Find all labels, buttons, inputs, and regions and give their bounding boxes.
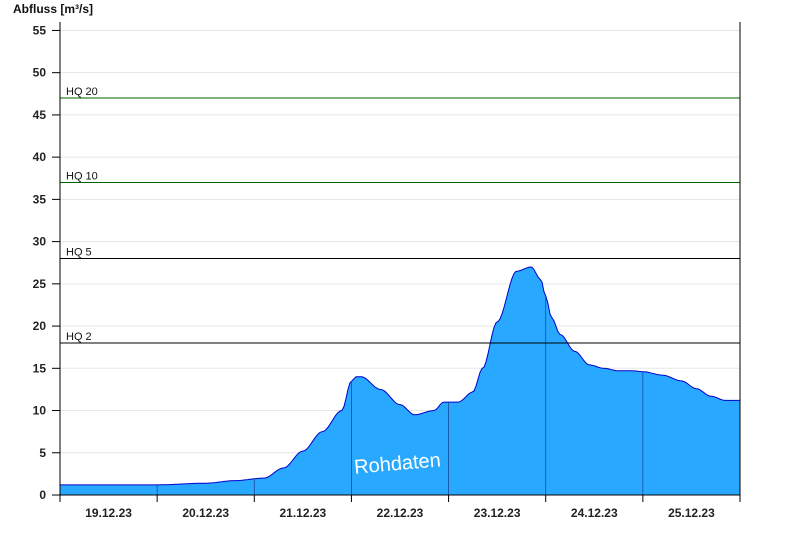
x-tick-label-1: 20.12.23 (182, 506, 229, 520)
threshold-label-3: HQ 20 (66, 86, 98, 98)
x-tick-label-0: 19.12.23 (85, 506, 132, 520)
y-tick-label-55: 55 (33, 23, 47, 37)
y-tick-labels: 0 5 10 15 20 25 30 35 40 45 50 55 (33, 23, 60, 502)
y-tick-label-10: 10 (33, 404, 47, 418)
threshold-label-1: HQ 5 (66, 247, 92, 259)
grid-lines (60, 29, 740, 454)
axes (59, 22, 741, 496)
day-separators (156, 296, 644, 495)
y-tick-label-35: 35 (33, 192, 47, 206)
y-tick-label-40: 40 (33, 150, 47, 164)
y-tick-label-25: 25 (33, 277, 47, 291)
threshold-lines: HQ 2 HQ 5 HQ 10 HQ 20 (60, 86, 740, 344)
y-tick-label-30: 30 (33, 235, 47, 249)
y-tick-label-20: 20 (33, 319, 47, 333)
threshold-label-0: HQ 2 (66, 331, 92, 343)
x-tick-label-2: 21.12.23 (279, 506, 326, 520)
x-tick-labels: 19.12.23 20.12.23 21.12.23 22.12.23 23.12.23… (59, 495, 741, 520)
y-tick-label-0: 0 (39, 488, 46, 502)
y-tick-label-45: 45 (33, 108, 47, 122)
x-tick-label-3: 22.12.23 (377, 506, 424, 520)
y-tick-label-15: 15 (33, 361, 47, 375)
discharge-area (60, 266, 740, 495)
discharge-line (60, 266, 740, 486)
discharge-area-fill (60, 267, 740, 495)
threshold-label-2: HQ 10 (66, 170, 98, 182)
x-tick-label-6: 25.12.23 (668, 506, 715, 520)
y-tick-label-50: 50 (33, 66, 47, 80)
x-tick-label-5: 24.12.23 (571, 506, 618, 520)
y-axis-title: Abfluss [m³/s] (13, 2, 93, 16)
y-tick-label-5: 5 (39, 446, 46, 460)
x-tick-label-4: 23.12.23 (474, 506, 521, 520)
